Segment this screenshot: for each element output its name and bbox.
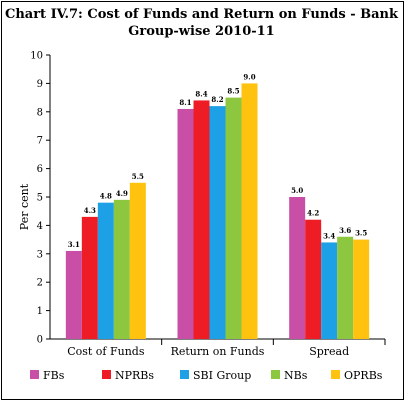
data-label: 4.2	[307, 209, 319, 218]
y-tick-label: 10	[30, 51, 43, 62]
bar-nprbs	[193, 100, 210, 339]
bar-sbi-group	[321, 242, 338, 339]
y-tick-label: 9	[37, 79, 43, 90]
bar-nbs	[337, 236, 354, 339]
legend-label: NBs	[284, 369, 308, 382]
data-label: 8.1	[179, 98, 191, 107]
x-category-label: Cost of Funds	[67, 345, 145, 358]
y-tick-label: 5	[37, 193, 43, 204]
y-tick-label: 7	[37, 136, 43, 147]
data-label: 4.9	[116, 189, 128, 198]
y-tick-label: 1	[37, 306, 43, 317]
y-tick-label: 6	[37, 164, 43, 175]
legend-swatch	[271, 370, 280, 379]
data-label: 3.5	[355, 229, 367, 238]
data-label: 9.0	[243, 72, 255, 81]
bar-nprbs	[305, 219, 322, 339]
x-category-label: Spread	[309, 345, 349, 358]
bar-fbs	[65, 250, 82, 339]
y-tick-label: 8	[37, 107, 43, 118]
chart-title: Chart IV.7: Cost of Funds and Return on …	[0, 6, 403, 40]
legend-swatch	[331, 370, 340, 379]
chart-title-line-2: Group-wise 2010-11	[128, 24, 275, 39]
data-label: 3.4	[323, 231, 335, 240]
data-label: 5.0	[291, 186, 303, 195]
bar-oprbs	[129, 182, 146, 339]
data-label: 8.5	[227, 87, 239, 96]
data-label: 5.5	[132, 172, 144, 181]
y-tick-label: 0	[37, 335, 43, 346]
chart-title-line-1: Chart IV.7: Cost of Funds and Return on …	[4, 7, 398, 22]
y-tick-label: 4	[37, 221, 43, 232]
bar-oprbs	[241, 83, 258, 340]
bar-sbi-group	[209, 106, 226, 340]
bar-fbs	[177, 108, 194, 340]
legend-swatch	[102, 370, 111, 379]
bar-sbi-group	[97, 202, 114, 339]
data-label: 8.2	[211, 95, 223, 104]
y-tick-label: 2	[37, 278, 43, 289]
legend-label: OPRBs	[344, 369, 383, 382]
legend-label: SBI Group	[193, 369, 251, 382]
data-label: 4.8	[100, 192, 112, 201]
data-label: 8.4	[195, 89, 207, 98]
x-category-label: Return on Funds	[171, 345, 265, 358]
bar-oprbs	[353, 239, 370, 339]
legend-swatch	[30, 370, 39, 379]
bar-fbs	[289, 197, 306, 339]
y-axis-title: Per cent	[18, 183, 31, 230]
y-tick-label: 3	[37, 249, 43, 260]
legend-label: FBs	[43, 369, 65, 382]
data-label: 3.1	[68, 240, 80, 249]
bar-nbs	[225, 97, 242, 339]
data-label: 4.3	[84, 206, 96, 215]
bar-nbs	[113, 199, 130, 339]
legend-swatch	[180, 370, 189, 379]
data-label: 3.6	[339, 226, 351, 235]
bar-nprbs	[81, 216, 98, 339]
legend-label: NPRBs	[115, 369, 154, 382]
